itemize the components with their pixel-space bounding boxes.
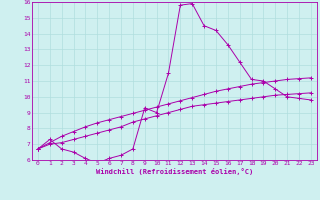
X-axis label: Windchill (Refroidissement éolien,°C): Windchill (Refroidissement éolien,°C) [96,168,253,175]
